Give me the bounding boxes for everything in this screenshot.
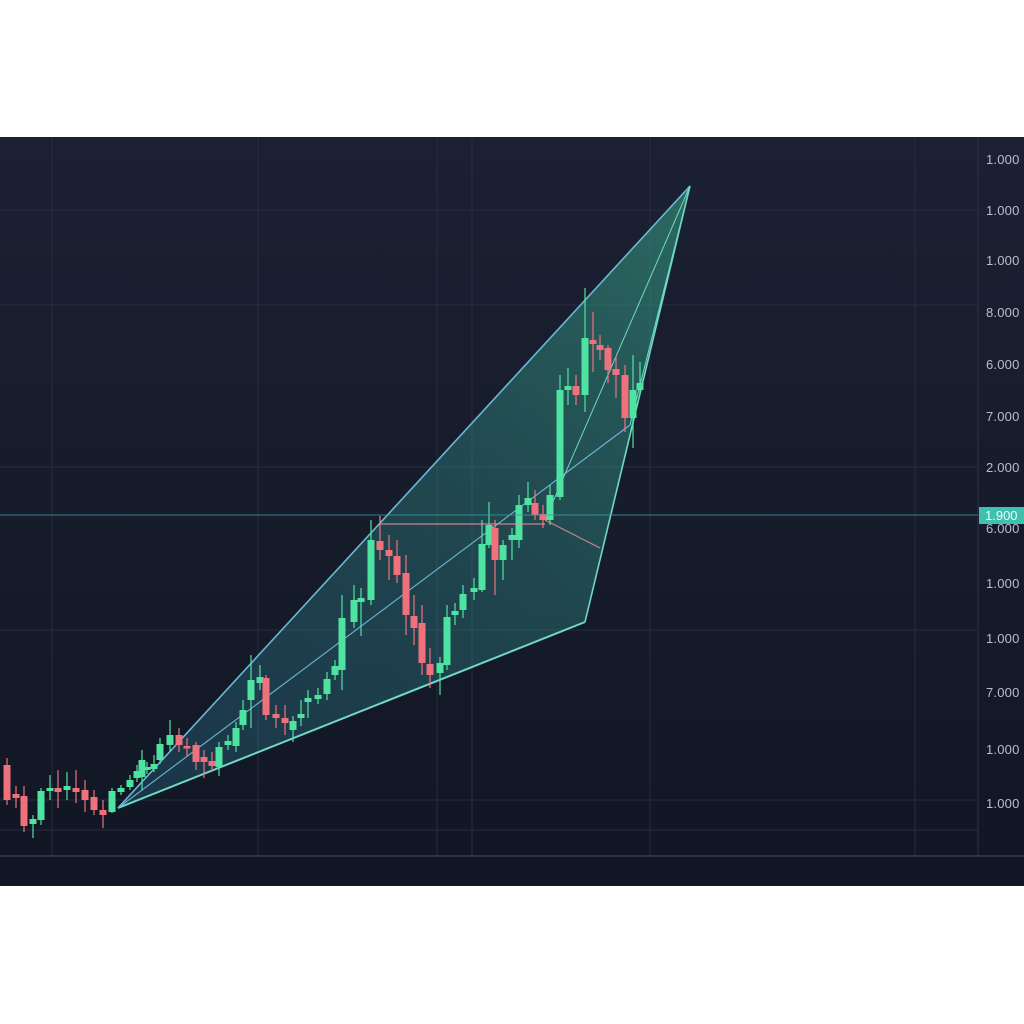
price-axis-label: 1.000 [986, 742, 1020, 757]
candle [556, 375, 564, 500]
candle [20, 786, 28, 832]
candle [183, 738, 191, 757]
wedge-pattern-drawing[interactable] [117, 185, 691, 809]
candle [215, 742, 223, 776]
price-axis-label: 8.000 [986, 305, 1020, 320]
price-axis-label: 6.000 [986, 357, 1020, 372]
price-axis-label: 7.000 [986, 409, 1020, 424]
candle [81, 780, 89, 812]
candle [367, 520, 375, 605]
price-axis-label: 1.000 [986, 253, 1020, 268]
current-price-tag: 1.900 [979, 507, 1024, 524]
candle [143, 762, 151, 774]
candle [117, 785, 125, 795]
candle [589, 312, 597, 372]
candle [200, 750, 208, 778]
price-axis-label: 6.000 [986, 521, 1020, 536]
candle [621, 365, 629, 432]
candle [232, 722, 240, 752]
candle [418, 605, 426, 675]
price-axis-label: 7.000 [986, 685, 1020, 700]
candle [572, 375, 580, 405]
candle [314, 688, 322, 704]
candle [208, 752, 216, 772]
candle [459, 585, 467, 618]
candle [54, 770, 62, 808]
candle [596, 335, 604, 360]
candle [485, 502, 493, 548]
price-axis-label: 1.000 [986, 796, 1020, 811]
candle [150, 755, 158, 772]
candle [491, 520, 499, 595]
candle [612, 356, 620, 398]
price-axis-label: 1.000 [986, 576, 1020, 591]
candle [166, 720, 174, 752]
candle [515, 495, 523, 548]
candle [564, 368, 572, 405]
candle [499, 540, 507, 580]
candle [247, 655, 255, 728]
candle [402, 555, 410, 635]
candle [629, 355, 637, 448]
candle [281, 705, 289, 735]
candle [272, 705, 280, 728]
candle [12, 786, 20, 808]
candle [350, 585, 358, 628]
candle [443, 605, 451, 670]
candle [63, 772, 71, 800]
candle [192, 742, 200, 770]
candle [156, 738, 164, 764]
candle [175, 728, 183, 752]
candle [29, 815, 37, 838]
candle [604, 345, 612, 383]
candle [108, 788, 116, 813]
candle [410, 595, 418, 645]
candle [262, 675, 270, 720]
candle [126, 775, 134, 790]
candle [636, 362, 644, 395]
candle [331, 660, 339, 680]
price-axis-label: 1.000 [986, 631, 1020, 646]
candle [3, 758, 11, 805]
annotation-lines [0, 514, 978, 549]
candle-series [3, 288, 644, 838]
candle [338, 595, 346, 690]
candle [138, 750, 146, 790]
candle [436, 657, 444, 695]
candle [90, 790, 98, 815]
candle [470, 578, 478, 600]
candle [393, 540, 401, 583]
candle [72, 770, 80, 803]
candle [256, 665, 264, 690]
candle [524, 482, 532, 512]
candle [37, 788, 45, 825]
candle [376, 524, 384, 560]
candle [357, 588, 365, 636]
candle [323, 672, 331, 700]
candle [304, 690, 312, 718]
candle [239, 700, 247, 730]
candle [224, 735, 232, 750]
candle [297, 700, 305, 726]
candle [289, 716, 297, 742]
candle [46, 775, 54, 800]
candle [133, 765, 141, 782]
candle [508, 528, 516, 560]
candle [426, 648, 434, 688]
candle [99, 800, 107, 828]
price-axis-label: 1.000 [986, 203, 1020, 218]
candle [478, 520, 486, 592]
candle [451, 603, 459, 625]
price-axis-label: 1.000 [986, 152, 1020, 167]
candle [385, 535, 393, 580]
candle [546, 485, 554, 525]
price-axis-label: 2.000 [986, 460, 1020, 475]
candle [581, 288, 589, 412]
